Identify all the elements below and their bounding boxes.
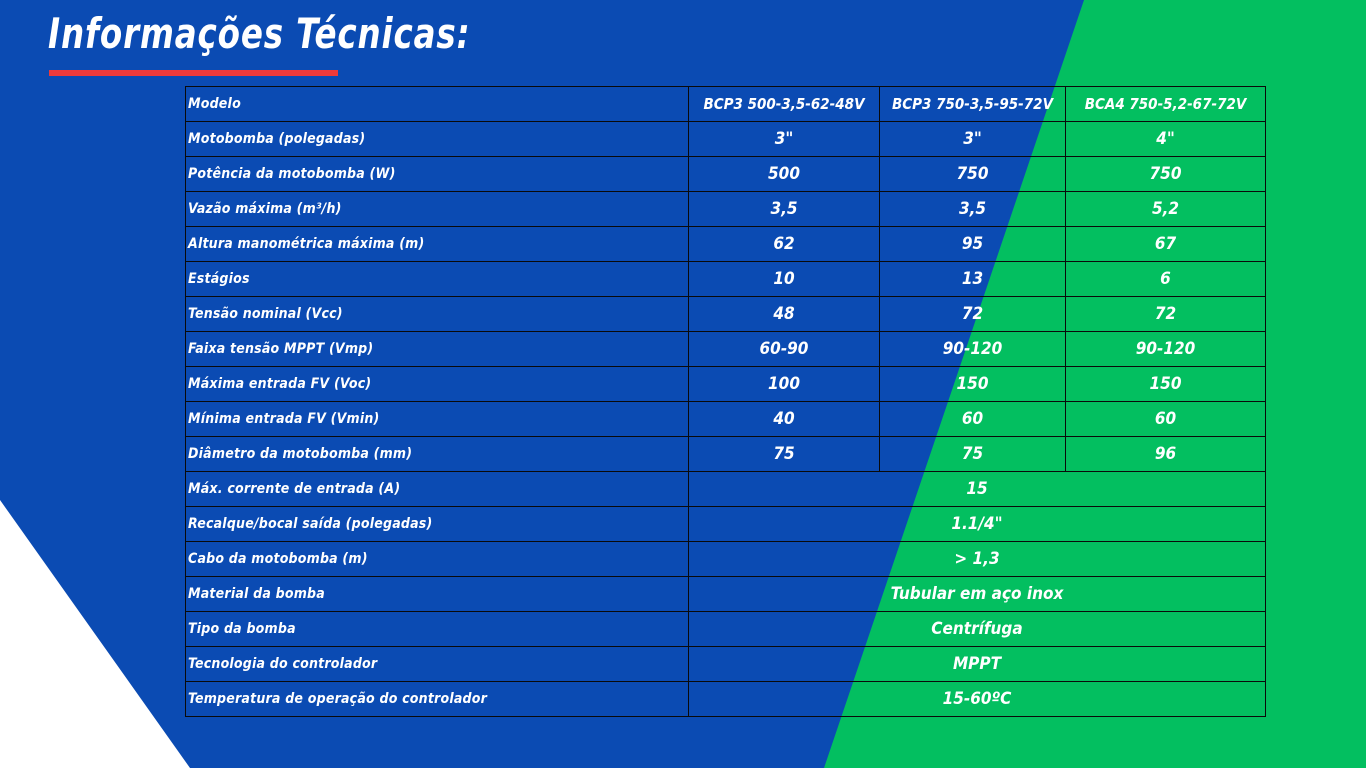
row-label: Vazão máxima (m³/h) xyxy=(185,191,689,227)
row-value: 60 xyxy=(1065,401,1266,437)
table-row: Potência da motobomba (W) 500 750 750 xyxy=(185,156,1266,192)
row-label: Mínima entrada FV (Vmin) xyxy=(185,401,689,437)
row-value: 75 xyxy=(688,436,880,472)
row-value: 40 xyxy=(688,401,880,437)
row-value: 10 xyxy=(688,261,880,297)
table-row: Estágios 10 13 6 xyxy=(185,261,1266,297)
row-label: Altura manométrica máxima (m) xyxy=(185,226,689,262)
specs-table: Modelo BCP3 500-3,5-62-48V BCP3 750-3,5-… xyxy=(185,86,1266,717)
row-shared-value: Centrífuga xyxy=(688,611,1266,647)
row-label: Recalque/bocal saída (polegadas) xyxy=(185,506,689,542)
background-white-corner xyxy=(0,500,190,768)
row-label: Máxima entrada FV (Voc) xyxy=(185,366,689,402)
title-underline xyxy=(49,70,338,76)
table-header-row: Modelo BCP3 500-3,5-62-48V BCP3 750-3,5-… xyxy=(185,86,1266,122)
row-value: 3" xyxy=(879,121,1066,157)
row-shared-value: MPPT xyxy=(688,646,1266,682)
row-label: Diâmetro da motobomba (mm) xyxy=(185,436,689,472)
row-shared-value: > 1,3 xyxy=(688,541,1266,577)
table-row: Diâmetro da motobomba (mm) 75 75 96 xyxy=(185,436,1266,472)
header-label: Modelo xyxy=(185,86,689,122)
row-value: 13 xyxy=(879,261,1066,297)
table-row: Tensão nominal (Vcc) 48 72 72 xyxy=(185,296,1266,332)
row-value: 67 xyxy=(1065,226,1266,262)
table-row: Faixa tensão MPPT (Vmp) 60-90 90-120 90-… xyxy=(185,331,1266,367)
row-value: 150 xyxy=(879,366,1066,402)
row-label: Máx. corrente de entrada (A) xyxy=(185,471,689,507)
row-value: 3" xyxy=(688,121,880,157)
table-row-shared: Máx. corrente de entrada (A) 15 xyxy=(185,471,1266,507)
table-row-shared: Temperatura de operação do controlador 1… xyxy=(185,681,1266,717)
row-value: 750 xyxy=(879,156,1066,192)
table-row: Máxima entrada FV (Voc) 100 150 150 xyxy=(185,366,1266,402)
page-title: Informações Técnicas: xyxy=(48,9,471,58)
table-row: Vazão máxima (m³/h) 3,5 3,5 5,2 xyxy=(185,191,1266,227)
table-row: Mínima entrada FV (Vmin) 40 60 60 xyxy=(185,401,1266,437)
row-value: 3,5 xyxy=(879,191,1066,227)
row-value: 72 xyxy=(879,296,1066,332)
row-shared-value: 15-60ºC xyxy=(688,681,1266,717)
row-value: 5,2 xyxy=(1065,191,1266,227)
row-value: 75 xyxy=(879,436,1066,472)
row-value: 72 xyxy=(1065,296,1266,332)
row-value: 6 xyxy=(1065,261,1266,297)
table-row-shared: Tecnologia do controlador MPPT xyxy=(185,646,1266,682)
row-value: 3,5 xyxy=(688,191,880,227)
row-label: Cabo da motobomba (m) xyxy=(185,541,689,577)
header-model-1: BCP3 500-3,5-62-48V xyxy=(688,86,880,122)
row-label: Tensão nominal (Vcc) xyxy=(185,296,689,332)
table-row-shared: Recalque/bocal saída (polegadas) 1.1/4" xyxy=(185,506,1266,542)
row-value: 150 xyxy=(1065,366,1266,402)
row-value: 100 xyxy=(688,366,880,402)
row-value: 96 xyxy=(1065,436,1266,472)
row-label: Tipo da bomba xyxy=(185,611,689,647)
row-value: 60-90 xyxy=(688,331,880,367)
row-value: 62 xyxy=(688,226,880,262)
row-label: Material da bomba xyxy=(185,576,689,612)
row-value: 4" xyxy=(1065,121,1266,157)
row-value: 500 xyxy=(688,156,880,192)
row-shared-value: 1.1/4" xyxy=(688,506,1266,542)
table-row: Altura manométrica máxima (m) 62 95 67 xyxy=(185,226,1266,262)
table-row-shared: Tipo da bomba Centrífuga xyxy=(185,611,1266,647)
row-label: Estágios xyxy=(185,261,689,297)
row-label: Temperatura de operação do controlador xyxy=(185,681,689,717)
row-value: 90-120 xyxy=(879,331,1066,367)
row-label: Tecnologia do controlador xyxy=(185,646,689,682)
table-row: Motobomba (polegadas) 3" 3" 4" xyxy=(185,121,1266,157)
table-row-shared: Material da bomba Tubular em aço inox xyxy=(185,576,1266,612)
row-label: Motobomba (polegadas) xyxy=(185,121,689,157)
row-value: 95 xyxy=(879,226,1066,262)
row-value: 48 xyxy=(688,296,880,332)
row-shared-value: 15 xyxy=(688,471,1266,507)
row-label: Potência da motobomba (W) xyxy=(185,156,689,192)
header-model-3: BCA4 750-5,2-67-72V xyxy=(1065,86,1266,122)
table-row-shared: Cabo da motobomba (m) > 1,3 xyxy=(185,541,1266,577)
row-label: Faixa tensão MPPT (Vmp) xyxy=(185,331,689,367)
row-value: 750 xyxy=(1065,156,1266,192)
row-value: 60 xyxy=(879,401,1066,437)
row-value: 90-120 xyxy=(1065,331,1266,367)
row-shared-value: Tubular em aço inox xyxy=(688,576,1266,612)
header-model-2: BCP3 750-3,5-95-72V xyxy=(879,86,1066,122)
